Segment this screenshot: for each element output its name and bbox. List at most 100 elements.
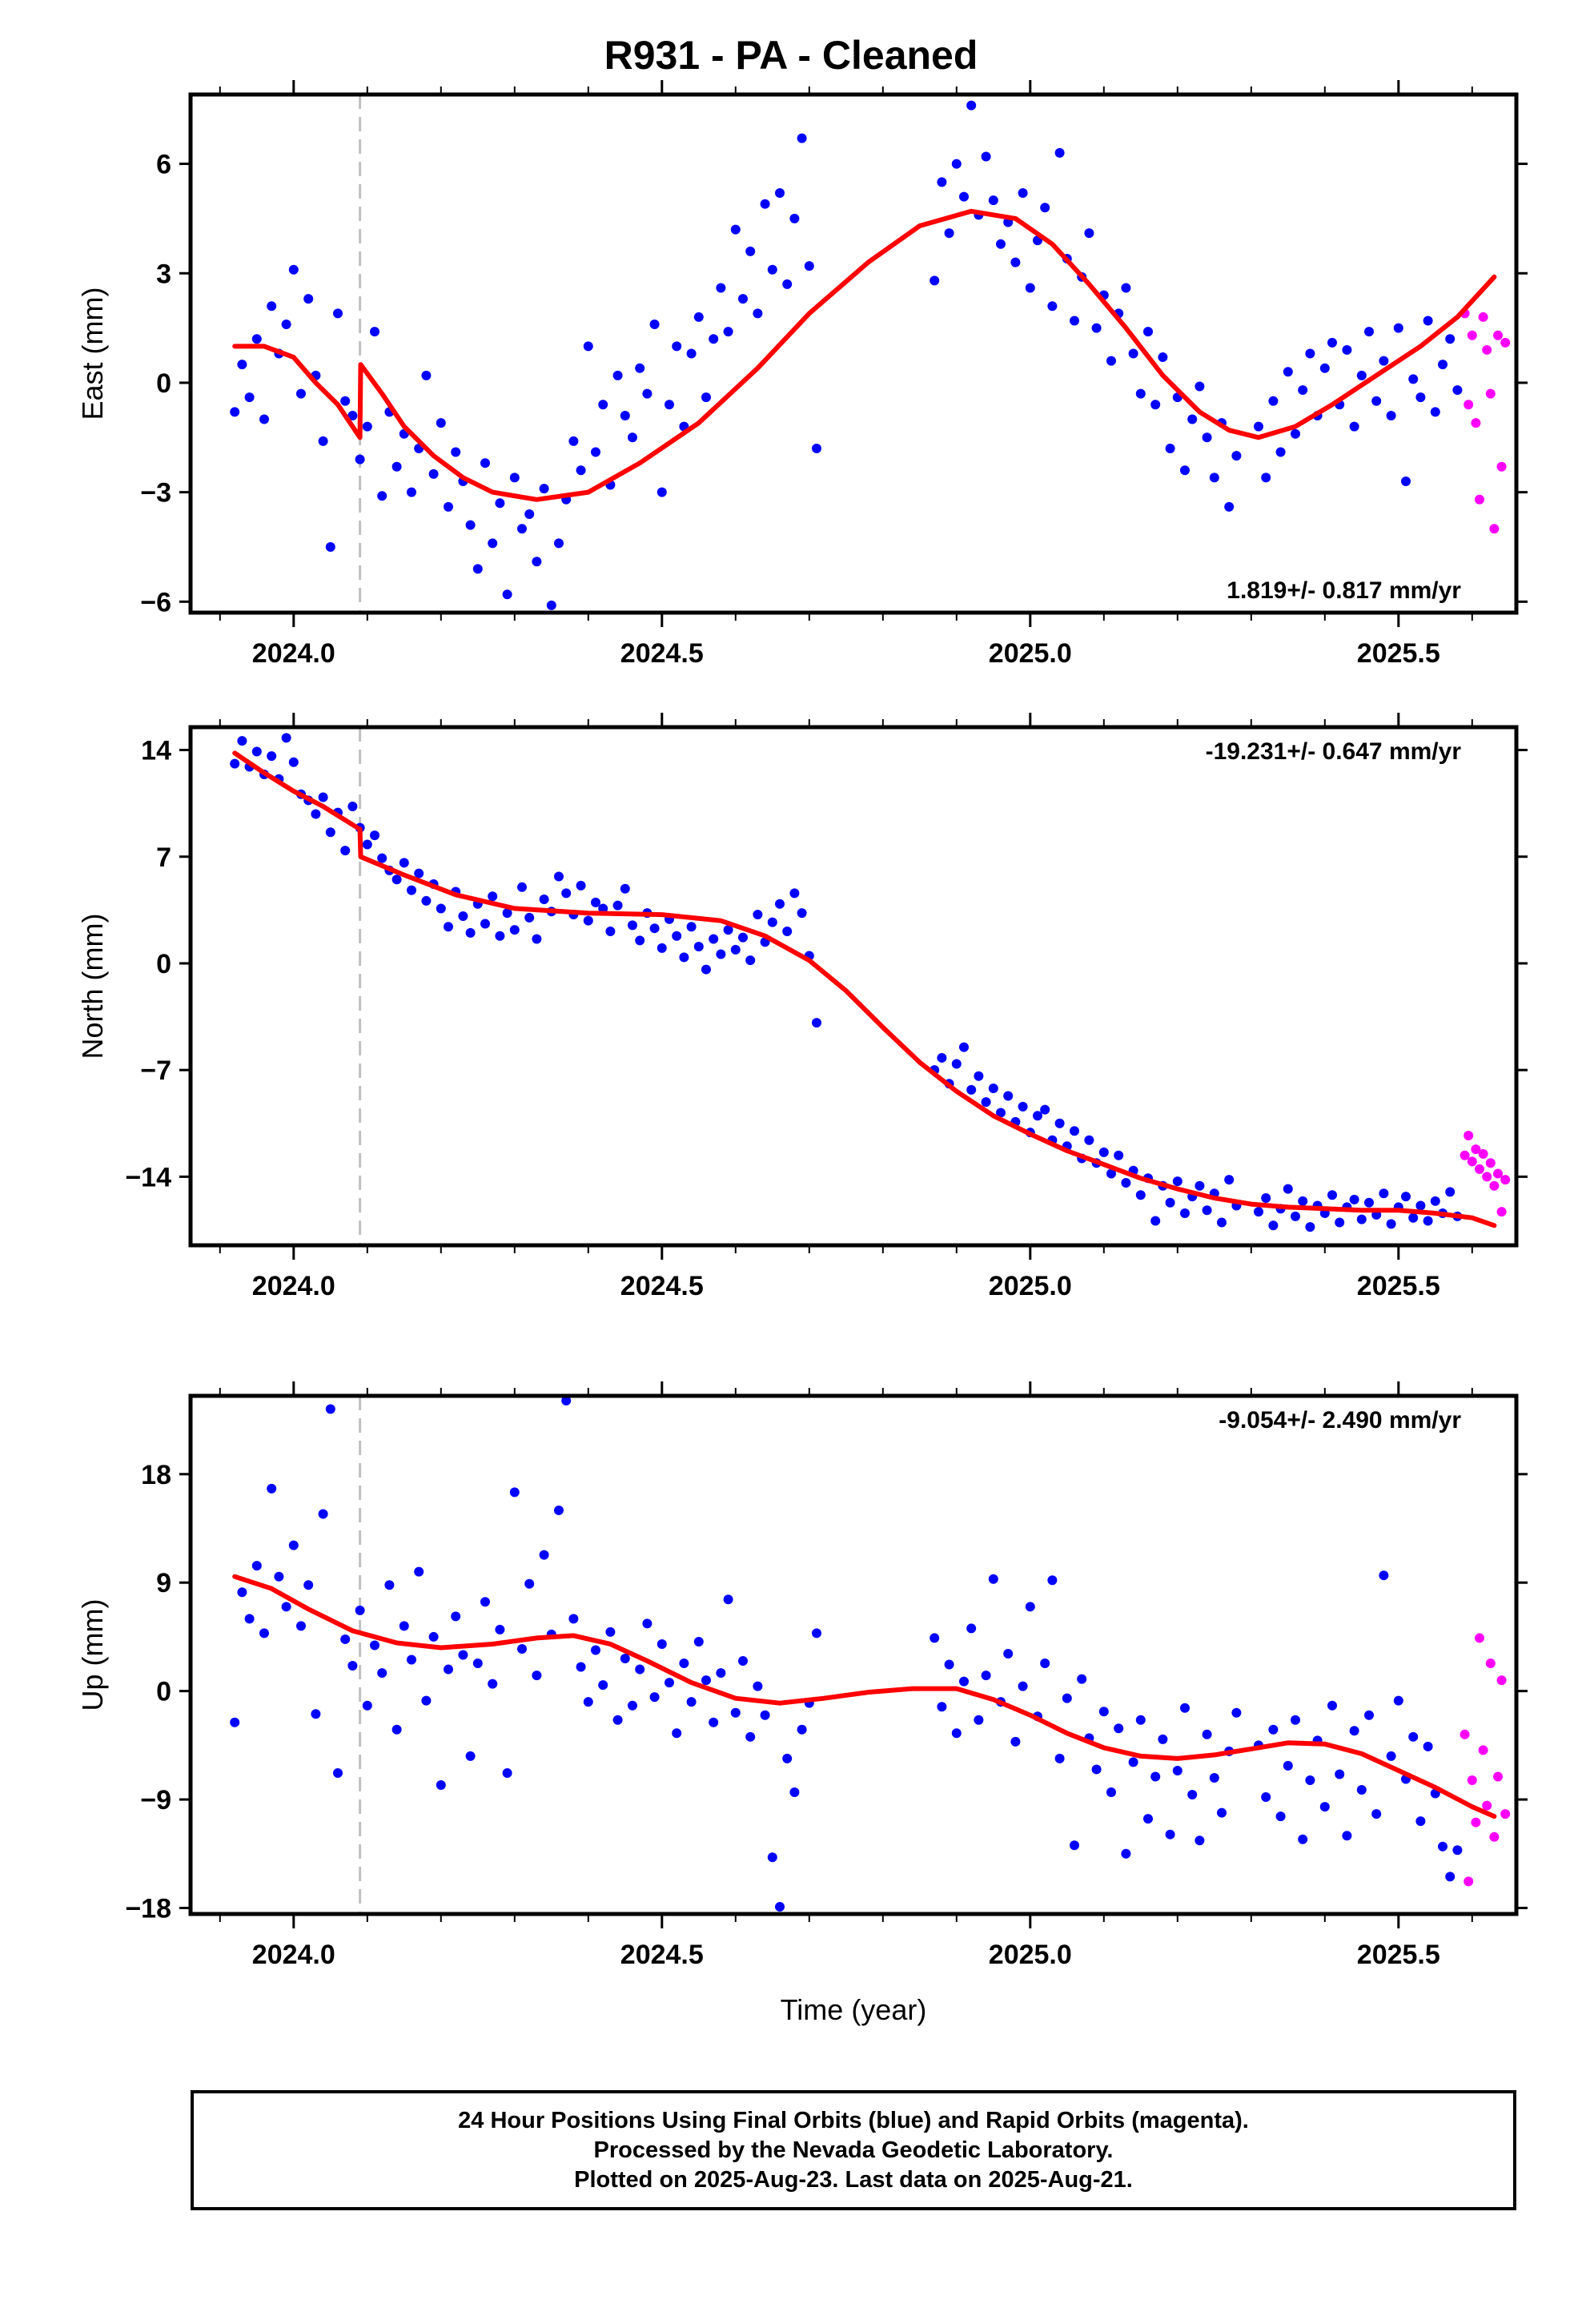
footer-box: 24 Hour Positions Using Final Orbits (bl… [191, 2090, 1516, 2210]
north-final-point [421, 895, 432, 906]
east-final-point [325, 541, 335, 552]
up-final-point [318, 1509, 328, 1519]
east-final-point [1040, 203, 1050, 213]
east-final-point [1408, 374, 1419, 384]
north-final-point [502, 908, 512, 919]
up-final-point [1364, 1710, 1374, 1720]
up-final-point [1121, 1848, 1131, 1859]
up-ytick-label: −18 [125, 1893, 171, 1924]
north-final-point [1415, 1200, 1426, 1211]
east-final-point [539, 484, 549, 494]
north-final-point [612, 900, 623, 911]
east-final-point [472, 564, 483, 574]
up-data-group [230, 1396, 1511, 1912]
up-final-point [1342, 1831, 1352, 1841]
north-final-point [251, 746, 262, 757]
east-final-point [1180, 465, 1190, 476]
north-final-point [362, 839, 372, 850]
north-final-point [370, 830, 379, 841]
east-final-point [635, 363, 645, 373]
east-final-point [1342, 344, 1352, 355]
north-rapid-point [1500, 1175, 1511, 1185]
east-ytick-label: 3 [156, 259, 171, 289]
east-final-point [347, 410, 358, 420]
east-final-point [1165, 443, 1175, 453]
up-final-point [1165, 1829, 1175, 1839]
up-final-point [568, 1614, 579, 1624]
up-final-point [377, 1668, 387, 1679]
up-final-point [1379, 1570, 1389, 1581]
east-final-point [1401, 476, 1411, 486]
east-final-point [1224, 501, 1235, 512]
up-final-point [1261, 1792, 1271, 1803]
east-final-point [1349, 421, 1359, 432]
up-final-point [665, 1678, 674, 1688]
north-final-point [1150, 1216, 1161, 1226]
east-rapid-point [1493, 330, 1503, 340]
up-final-point [686, 1697, 697, 1707]
east-final-point [1187, 414, 1198, 424]
east-final-point [693, 312, 704, 322]
east-final-point [701, 392, 711, 403]
north-final-point [797, 908, 807, 919]
north-final-point [782, 926, 793, 936]
north-final-point [1098, 1147, 1109, 1157]
up-final-point [981, 1671, 991, 1681]
east-final-point [767, 264, 777, 275]
north-final-point [730, 944, 741, 955]
north-final-point [605, 926, 616, 936]
up-final-point [458, 1650, 468, 1660]
east-final-point [996, 239, 1006, 249]
east-final-point [488, 538, 498, 549]
up-final-point [311, 1709, 321, 1719]
up-rapid-point [1489, 1831, 1500, 1842]
north-final-point [723, 925, 733, 935]
up-final-point [612, 1715, 623, 1725]
east-final-point [753, 308, 763, 319]
north-final-point [1202, 1205, 1212, 1216]
up-final-point [974, 1715, 984, 1725]
up-rapid-point [1464, 1876, 1474, 1887]
north-final-point [701, 964, 711, 975]
up-final-point [488, 1679, 498, 1689]
north-final-point [974, 1071, 984, 1081]
east-rapid-point [1471, 418, 1481, 428]
east-final-point [568, 436, 579, 446]
east-final-point [1371, 396, 1382, 406]
up-final-point [1018, 1681, 1028, 1691]
up-final-point [1003, 1648, 1014, 1659]
footer-line-1: 24 Hour Positions Using Final Orbits (bl… [458, 2107, 1249, 2133]
north-final-point [1018, 1101, 1028, 1112]
north-ytick-label: −14 [125, 1162, 171, 1192]
north-final-point [576, 880, 586, 891]
up-final-point [502, 1767, 512, 1778]
north-final-point [465, 927, 476, 938]
up-final-point [561, 1396, 572, 1406]
north-final-point [267, 751, 277, 762]
east-final-point [797, 133, 807, 143]
north-final-point [377, 853, 387, 863]
north-xtick-label: 2025.5 [1357, 1271, 1440, 1301]
north-final-point [1070, 1126, 1079, 1136]
east-final-point [1438, 360, 1447, 370]
up-final-point [1098, 1707, 1109, 1717]
north-final-point [738, 932, 748, 943]
up-final-point [1415, 1816, 1426, 1827]
east-rapid-point [1482, 344, 1492, 355]
up-final-point [812, 1628, 821, 1638]
up-final-point [753, 1681, 763, 1691]
north-ytick-label: 14 [141, 736, 171, 766]
north-final-point [436, 903, 446, 914]
east-rapid-point [1467, 330, 1477, 340]
east-final-point [1135, 388, 1146, 399]
up-final-point [576, 1662, 586, 1672]
north-final-point [620, 883, 630, 894]
up-final-point [465, 1751, 476, 1761]
north-rapid-point [1482, 1172, 1492, 1182]
north-final-point [635, 935, 645, 946]
east-final-point [1356, 370, 1367, 380]
east-final-point [1195, 381, 1205, 392]
east-final-point [583, 341, 593, 352]
up-final-point [509, 1487, 520, 1498]
north-final-point [399, 858, 409, 868]
